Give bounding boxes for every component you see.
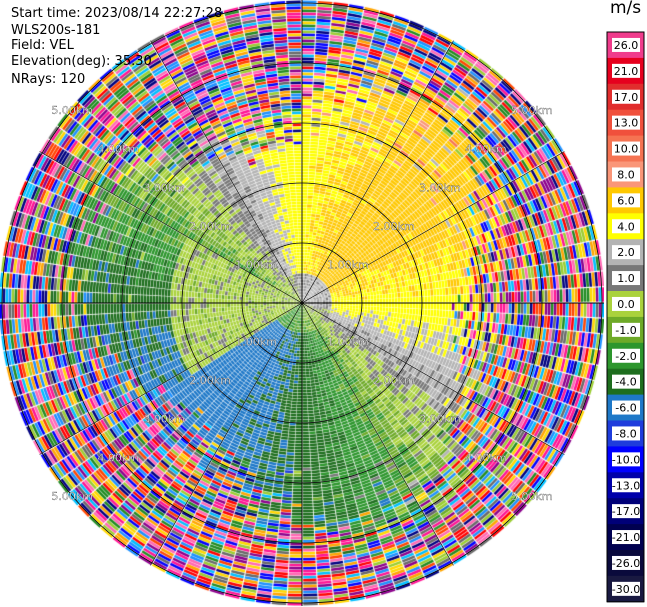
colorbar-tick-background <box>612 219 640 234</box>
colorbar-unit: m/s <box>610 0 642 18</box>
colorbar-tick-background <box>612 89 640 104</box>
colorbar-tick-background <box>612 63 640 78</box>
colorbar-tick-label: -21.0 <box>612 531 640 544</box>
ring-label: 1.00km <box>235 336 277 349</box>
ring-label: 2.00km <box>373 220 415 233</box>
ring-label: 5.00km <box>511 104 553 117</box>
colorbar-tick-label: -30.0 <box>612 583 640 596</box>
azimuth-spoke <box>301 40 454 304</box>
colorbar: 26.0 21.0 17.0 13.0 10.0 8.0 6.0 4.0 2.0 1.0 0.0 -1… <box>606 31 645 603</box>
colorbar-tick-label: -17.0 <box>612 505 640 518</box>
device-label: WLS200s-181 <box>11 23 101 38</box>
ring-label: 4.00km <box>97 451 139 464</box>
colorbar-tick-label: 26.0 <box>614 39 639 52</box>
azimuth-spoke <box>301 302 454 566</box>
colorbar-tick-label: -4.0 <box>615 376 636 389</box>
colorbar-tick-background <box>612 271 640 286</box>
colorbar-tick-label: 13.0 <box>614 117 639 130</box>
colorbar-tick-background <box>612 37 640 52</box>
colorbar-tick-background <box>612 426 640 441</box>
colorbar-tick-label: 10.0 <box>614 143 639 156</box>
colorbar-tick-background <box>612 478 640 493</box>
colorbar-tick-background <box>612 296 640 311</box>
ring-label: 3.00km <box>419 413 461 426</box>
ring-label: 3.00km <box>419 181 461 194</box>
range-ring-overlay: 1.00km 1.00km 1.00km 1.00km 2.00km 2.00km 2.00… <box>0 0 604 606</box>
ring-label: 1.00km <box>327 258 369 271</box>
colorbar-tick-label: 21.0 <box>614 65 639 78</box>
ring-label: 5.00km <box>511 490 553 503</box>
colorbar-tick-label: -1.0 <box>615 324 636 337</box>
ring-label: 4.00km <box>465 451 507 464</box>
elevation-label: Elevation(deg): 35.30 <box>11 54 152 69</box>
colorbar-tick-label: 6.0 <box>617 194 635 207</box>
azimuth-spoke <box>301 302 565 455</box>
colorbar-tick-background <box>612 374 640 389</box>
colorbar-tick-label: -26.0 <box>612 557 640 570</box>
colorbar-tick-background <box>612 348 640 363</box>
colorbar-tick-label: 17.0 <box>614 91 639 104</box>
ring-label: 4.00km <box>465 143 507 156</box>
ring-label: 2.00km <box>189 374 231 387</box>
colorbar-tick-background <box>612 581 640 596</box>
colorbar-tick-label: -13.0 <box>612 479 640 492</box>
start-time-label: Start time: 2023/08/14 22:27:28 <box>11 6 223 21</box>
colorbar-tick-label: 0.0 <box>617 298 635 311</box>
colorbar-tick-background <box>612 245 640 260</box>
ring-label: 5.00km <box>51 104 93 117</box>
colorbar-tick-background <box>612 167 640 182</box>
field-label: Field: VEL <box>11 38 74 53</box>
colorbar-tick-label: -10.0 <box>612 453 640 466</box>
colorbar-tick-background <box>612 504 640 519</box>
colorbar-tick-label: 4.0 <box>617 220 635 233</box>
ring-label: 1.00km <box>327 336 369 349</box>
ring-label: 1.00km <box>235 258 277 271</box>
colorbar-tick-label: -2.0 <box>615 350 636 363</box>
nrays-label: NRays: 120 <box>11 72 86 87</box>
colorbar-tick-background <box>612 555 640 570</box>
azimuth-spoke <box>301 151 565 304</box>
colorbar-tick-background <box>612 530 640 545</box>
azimuth-spoke <box>39 302 303 455</box>
ring-label: 5.00km <box>51 490 93 503</box>
colorbar-tick-label: -6.0 <box>615 402 636 415</box>
ring-label: 3.00km <box>143 413 185 426</box>
colorbar-tick-label: -8.0 <box>615 427 636 440</box>
colorbar-tick-label: 2.0 <box>617 246 635 259</box>
azimuth-spoke <box>150 40 303 304</box>
colorbar-tick-label: 8.0 <box>617 168 635 181</box>
colorbar-tick-background <box>612 141 640 156</box>
colorbar-tick-background <box>612 452 640 467</box>
ring-label: 2.00km <box>373 374 415 387</box>
colorbar-tick-label: 1.0 <box>617 272 635 285</box>
ring-label: 3.00km <box>143 181 185 194</box>
ring-label: 2.00km <box>189 220 231 233</box>
azimuth-spoke <box>150 302 303 566</box>
colorbar-tick-background <box>612 322 640 337</box>
azimuth-spoke <box>39 151 303 304</box>
colorbar-frame <box>606 31 645 603</box>
ring-label: 4.00km <box>97 143 139 156</box>
colorbar-tick-background <box>612 115 640 130</box>
colorbar-tick-background <box>612 400 640 415</box>
colorbar-tick-background <box>612 193 640 208</box>
